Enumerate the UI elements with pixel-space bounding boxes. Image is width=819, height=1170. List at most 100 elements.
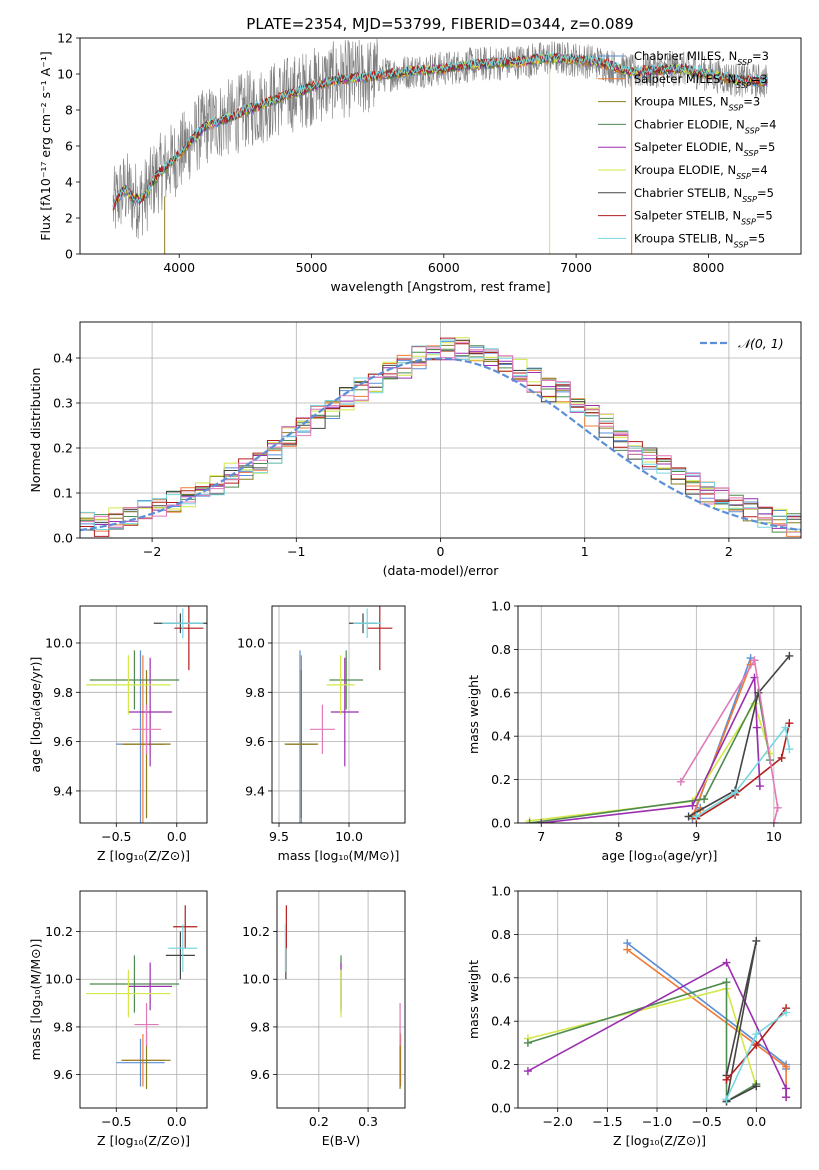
axes-frame (79, 321, 802, 539)
legend-label: Chabrier MILES, NSSP=3 (634, 49, 769, 67)
y-tick-label: 1.0 (491, 599, 511, 614)
weight_vs_Z-axes: −2.0 −1.5 −1.0 −0.5 0.0 0.0 0.2 0.4 0.6 0.8 1.0 Z [… (466, 884, 801, 1148)
x-tick-label: −2.0 (543, 1114, 573, 1129)
weight_vs_age-plot (525, 651, 794, 823)
y-tick-label: 10.0 (45, 972, 73, 987)
point-marker (785, 719, 794, 728)
x-axis-label: Z [log₁₀(Z/Z⊙)] (97, 1133, 190, 1148)
age_vs_mass-axes: 9.5 10.0 9.4 9.6 9.8 10.0 mass [log₁₀(M/M⊙)] (237, 606, 405, 863)
normal-curve (80, 357, 801, 532)
legend-label: Salpeter STELIB, NSSP=5 (634, 209, 773, 227)
weight_vs_age-axes: 7 8 9 10 0.0 0.2 0.4 0.6 0.8 1.0 age [log₁₀(age/yr… (466, 599, 801, 863)
spectrum-plot (112, 38, 769, 254)
y-axis-label: Flux [fλ10⁻¹⁷ erg cm⁻² s⁻¹ A⁻¹] (38, 51, 53, 240)
axes-frame (79, 890, 208, 1109)
point-marker (692, 812, 701, 821)
x-tick-label: 2 (725, 544, 733, 559)
point-marker (688, 801, 697, 810)
y-tick-label: 0.2 (53, 441, 73, 456)
x-axis-label: E(B-V) (322, 1133, 361, 1148)
legend-label: Salpeter MILES, NSSP=3 (634, 72, 768, 90)
y-tick-label: 0.0 (53, 531, 73, 546)
point-marker (525, 819, 534, 823)
age_vs_Z-plot (86, 606, 207, 823)
point-marker (752, 723, 761, 732)
y-tick-label: 4 (65, 175, 73, 190)
series-line (527, 961, 787, 1098)
point-marker (773, 803, 782, 812)
point-marker (754, 688, 763, 697)
axes-frame (276, 890, 406, 1109)
x-tick-label: 1 (581, 544, 589, 559)
x-tick-label: 10 (766, 829, 782, 844)
y-axis-label: mass [log₁₀(M/M⊙)] (28, 939, 43, 1061)
x-tick-label: −2 (143, 544, 161, 559)
x-tick-label: 6000 (428, 260, 460, 275)
x-tick-label: −0.5 (691, 1114, 721, 1129)
age_vs_mass-plot (284, 606, 393, 823)
y-tick-label: 10.2 (45, 924, 73, 939)
axes-frame (79, 37, 802, 255)
y-tick-label: 1.0 (491, 884, 511, 899)
y-tick-label: 0.0 (491, 1101, 511, 1116)
y-tick-label: 0.4 (491, 729, 511, 744)
y-tick-label: 10.0 (242, 972, 270, 987)
y-tick-label: 0.6 (491, 685, 511, 700)
point-marker (676, 777, 685, 786)
residuals-plot (80, 337, 801, 537)
point-marker (752, 1082, 761, 1091)
y-tick-label: 9.8 (245, 685, 265, 700)
y-axis-label: age [log₁₀(age/yr)] (28, 657, 43, 773)
point-marker (722, 1075, 731, 1084)
axes-frame (79, 605, 208, 824)
x-tick-label: 7000 (560, 260, 592, 275)
legend-label: Kroupa STELIB, NSSP=5 (634, 231, 765, 249)
y-axis-label: mass weight (466, 675, 481, 754)
x-axis-label: (data-model)/error (383, 563, 500, 578)
y-tick-label: 8 (65, 103, 73, 118)
point-marker (750, 656, 759, 665)
point-marker (785, 651, 794, 660)
spectrum-axes: 4000 5000 6000 7000 8000 0 2 4 6 8 10 12 wavelength … (38, 31, 724, 295)
legend-label: Salpeter ELODIE, NSSP=5 (634, 140, 775, 158)
y-tick-label: 9.6 (245, 734, 265, 749)
point-marker (752, 936, 761, 945)
mass_vs_ebv-plot (284, 905, 402, 1089)
y-tick-label: 9.8 (53, 1019, 73, 1034)
y-tick-label: 6 (65, 139, 73, 154)
point-marker (769, 819, 778, 823)
y-tick-label: 10.0 (237, 635, 265, 650)
y-tick-label: 9.6 (53, 734, 73, 749)
y-tick-label: 0.4 (53, 351, 73, 366)
series-line (680, 658, 779, 823)
y-tick-label: 0.2 (491, 1057, 511, 1072)
x-tick-label: −0.5 (101, 1114, 131, 1129)
series-line (725, 940, 758, 1103)
x-tick-label: 8 (615, 829, 623, 844)
weight_vs_Z-plot (523, 936, 791, 1106)
point-marker (752, 1030, 761, 1039)
x-axis-label: Z [log₁₀(Z/Z⊙)] (613, 1133, 706, 1148)
y-tick-label: 9.6 (250, 1067, 270, 1082)
x-tick-label: −0.5 (101, 829, 131, 844)
y-tick-label: 9.4 (245, 783, 265, 798)
y-tick-label: 0.4 (491, 1014, 511, 1029)
data-spectrum-line (112, 38, 769, 239)
x-axis-label: age [log₁₀(age/yr)] (602, 848, 718, 863)
point-marker (623, 945, 632, 954)
y-tick-label: 0.3 (53, 396, 73, 411)
x-tick-label: 9 (692, 829, 700, 844)
y-axis-label: Normed distribution (28, 368, 43, 493)
x-axis-label: Z [log₁₀(Z/Z⊙)] (97, 848, 190, 863)
point-marker (537, 819, 546, 823)
legend-label: 𝒩(0, 1) (738, 336, 784, 351)
x-tick-label: 0 (437, 544, 445, 559)
x-tick-label: 0.0 (167, 1114, 187, 1129)
y-tick-label: 0.8 (491, 642, 511, 657)
y-tick-label: 9.6 (53, 1067, 73, 1082)
axes-frame (271, 605, 406, 824)
y-tick-label: 9.8 (53, 685, 73, 700)
x-tick-label: 4000 (163, 260, 195, 275)
point-marker (782, 1062, 791, 1071)
